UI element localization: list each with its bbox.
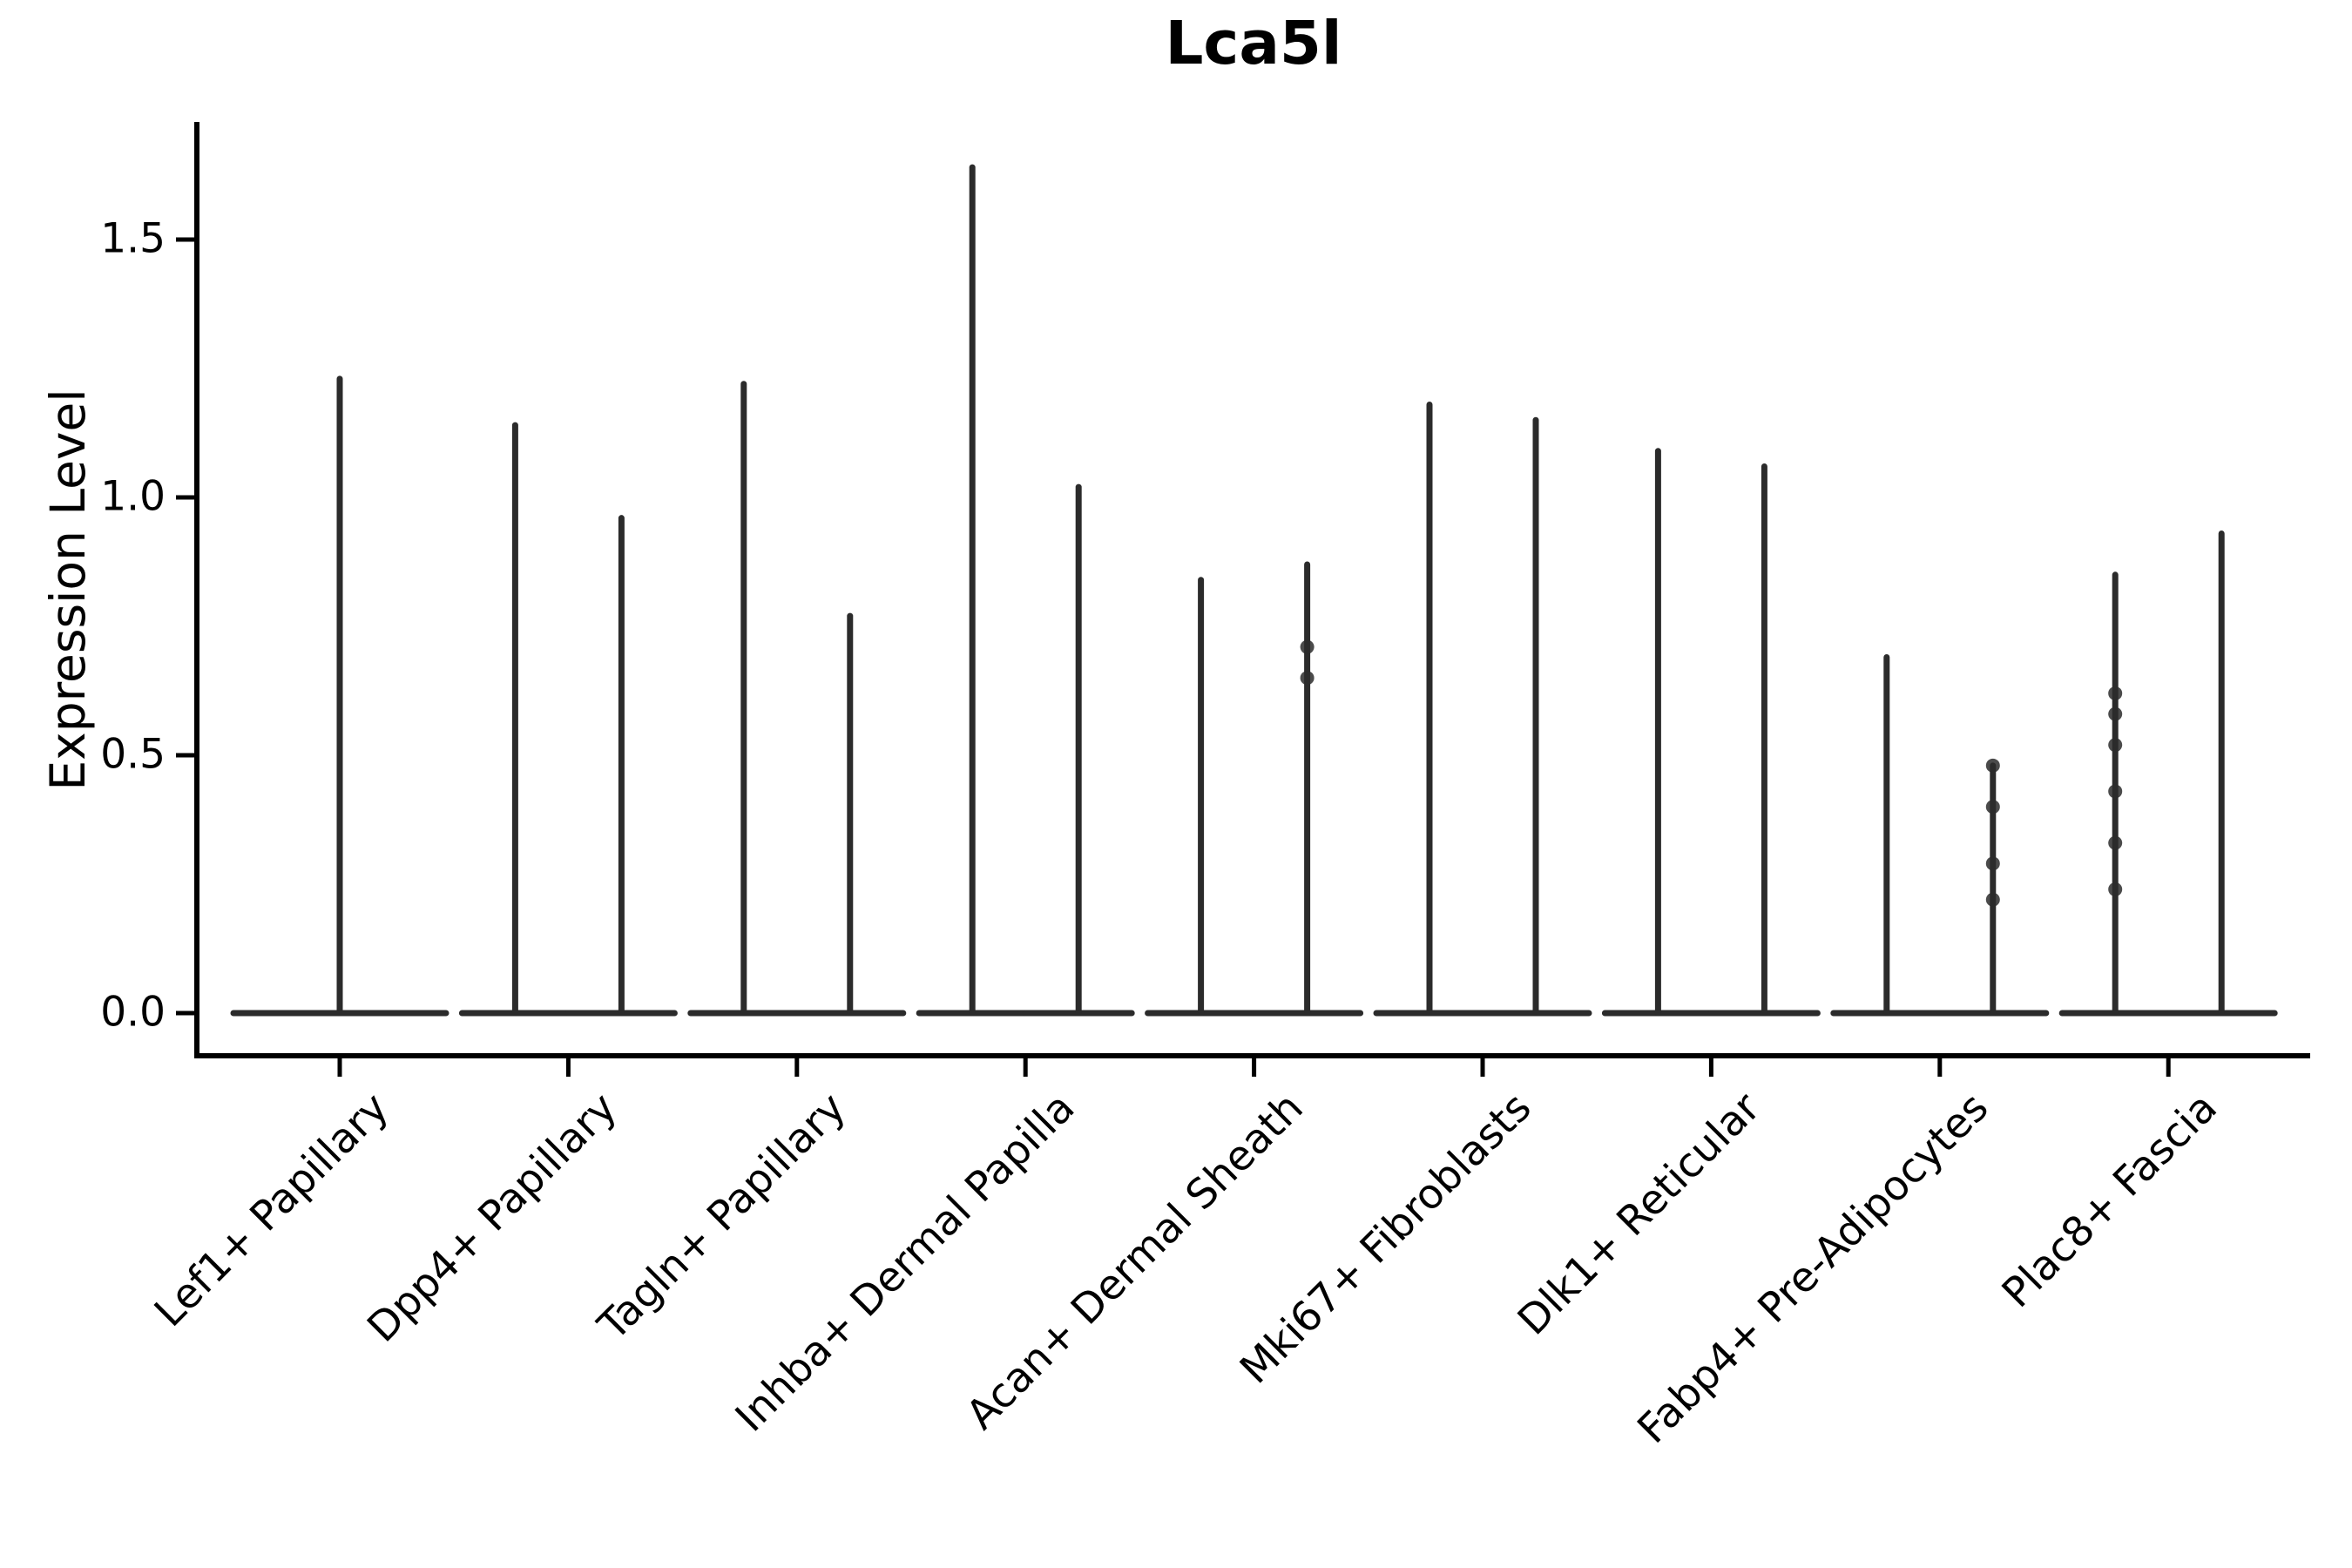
y-tick-label: 1.5 — [100, 214, 166, 263]
expression-point — [1985, 856, 2000, 871]
y-tick-label: 0.5 — [100, 730, 166, 779]
expression-point — [2108, 738, 2123, 753]
expression-point — [1985, 892, 2000, 907]
expression-point — [2108, 835, 2123, 850]
y-tick-label: 1.0 — [100, 472, 166, 521]
expression-point — [2108, 784, 2123, 799]
y-tick-label: 0.0 — [100, 988, 166, 1037]
expression-point — [1985, 800, 2000, 814]
expression-point — [2108, 686, 2123, 700]
expression-point — [1985, 758, 2000, 773]
expression-point — [2108, 882, 2123, 896]
chart-title: Lca5l — [1165, 9, 1342, 78]
expression-point — [2108, 706, 2123, 721]
expression-point — [1300, 639, 1315, 654]
expression-point — [1300, 671, 1315, 686]
